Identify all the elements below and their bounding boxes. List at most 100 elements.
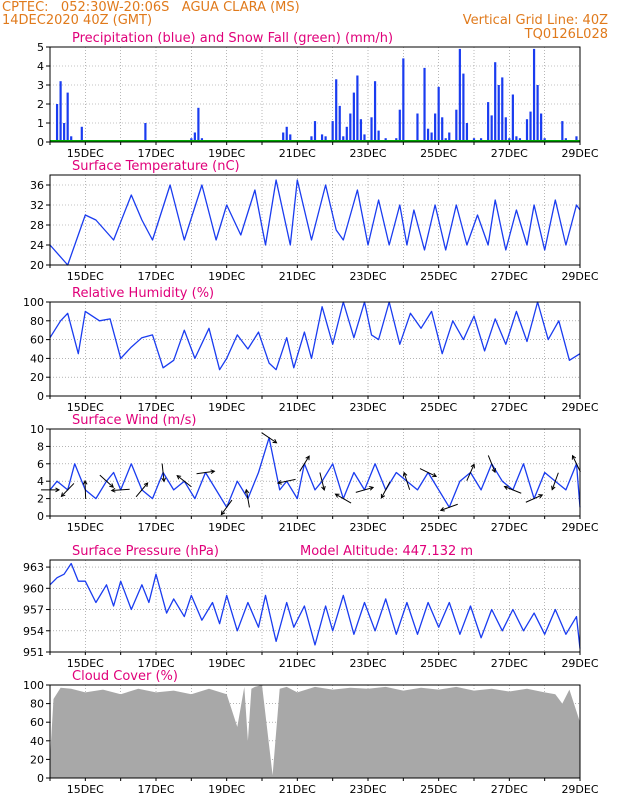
y-tick-label: 32 (30, 199, 44, 212)
precip-bar (282, 132, 285, 142)
x-tick-label: 15DEC (67, 657, 104, 670)
x-tick-label: 29DEC (561, 657, 598, 670)
x-tick-label: 25DEC (420, 401, 457, 414)
y-tick-label: 0 (37, 136, 44, 149)
panel-frame (49, 174, 581, 266)
precip-bar (352, 92, 355, 142)
panel-title: Surface Pressure (hPa) (72, 544, 219, 559)
precip-bar (55, 104, 59, 142)
precip-bar (338, 105, 341, 142)
panel-frame (49, 559, 581, 653)
station-title: CPTEC: 052:30W-20:06S AGUA CLARA (MS) (2, 0, 300, 15)
x-tick-label: 15DEC (67, 521, 104, 534)
x-tick-label: 25DEC (420, 783, 457, 796)
wind-arrow-shaft (277, 478, 296, 484)
y-tick-label: 6 (37, 458, 44, 471)
wind-arrow-icon (210, 469, 216, 475)
y-tick-label: 20 (30, 753, 44, 766)
precip-bar (501, 77, 504, 142)
wind-arrow-shaft (61, 483, 75, 497)
x-tick-label: 19DEC (208, 270, 245, 283)
x-tick-label: 25DEC (420, 270, 457, 283)
y-tick-label: 28 (30, 219, 44, 232)
x-tick-label: 17DEC (137, 401, 174, 414)
x-tick-label: 21DEC (279, 270, 316, 283)
x-tick-label: 23DEC (349, 270, 386, 283)
x-tick-label: 17DEC (137, 147, 174, 160)
precip-bar (561, 121, 564, 142)
wind-arrow-shaft (135, 482, 149, 498)
y-tick-label: 20 (30, 259, 44, 272)
wind-arrow-shaft (196, 470, 215, 475)
precip-bar (494, 62, 497, 143)
y-tick-label: 60 (30, 716, 44, 729)
x-tick-label: 19DEC (208, 783, 245, 796)
x-tick-label: 23DEC (349, 521, 386, 534)
precip-bar (324, 136, 327, 142)
y-tick-label: 20 (30, 371, 44, 384)
x-tick-label: 27DEC (491, 270, 528, 283)
wind-arrow-shaft (335, 493, 352, 504)
precip-bar (540, 113, 543, 142)
rh-series-line (49, 301, 581, 371)
precip-bar (331, 121, 334, 142)
wind-arrow-shaft (504, 486, 522, 494)
temp-series-line (49, 179, 581, 266)
panel-cloud: Cloud Cover (%) 0 20 40 60 80 100 15DEC 17DEC 19D… (23, 669, 599, 796)
precip-bar (511, 94, 514, 142)
precip-bar (465, 123, 469, 142)
y-tick-label: 3 (37, 79, 44, 92)
y-tick-label: 80 (30, 698, 44, 711)
y-tick-label: 36 (30, 179, 44, 192)
header: CPTEC: 052:30W-20:06S AGUA CLARA (MS) 14… (0, 0, 618, 48)
precip-bar (536, 85, 539, 142)
panel-wind: Surface Wind (m/s) 0 2 4 6 8 10 15DEC 17DEC 19DEC… (30, 413, 599, 534)
wind-arrow-icon (369, 486, 375, 491)
x-tick-label: 29DEC (561, 401, 598, 414)
precip-bar (426, 128, 430, 142)
precip-bar (430, 132, 433, 142)
x-tick-label: 27DEC (491, 657, 528, 670)
wind-arrow-shaft (487, 455, 496, 473)
wind-arrow-shaft (319, 472, 325, 491)
x-tick-label: 27DEC (491, 783, 528, 796)
precip-bar (441, 117, 444, 142)
precip-bar (529, 111, 532, 142)
precip-bar (416, 113, 419, 142)
x-tick-label: 27DEC (491, 401, 528, 414)
wind-arrow-shaft (220, 499, 233, 515)
precip-bar (335, 79, 338, 142)
precip-bar (70, 136, 73, 142)
y-tick-label: 40 (30, 735, 44, 748)
precip-bar (458, 48, 461, 142)
precip-bar (437, 86, 440, 142)
precip-bar (423, 67, 426, 142)
x-tick-label: 17DEC (137, 521, 174, 534)
panel-pres: Surface Pressure (hPa) Model Altitude: 44… (23, 544, 599, 670)
precip-bar (63, 123, 66, 142)
x-tick-label: 29DEC (561, 521, 598, 534)
wind-arrow-icon (276, 480, 282, 485)
x-tick-label: 15DEC (67, 147, 104, 160)
y-tick-label: 80 (30, 315, 44, 328)
model-code: TQ0126L028 (524, 27, 608, 42)
model-altitude: Model Altitude: 447.132 m (300, 544, 473, 559)
y-tick-label: 100 (23, 679, 44, 692)
wind-arrow-icon (571, 454, 577, 460)
x-tick-label: 15DEC (67, 401, 104, 414)
wind-arrow-icon (161, 477, 167, 483)
panel-title: Cloud Cover (%) (72, 669, 178, 684)
wind-arrow-shaft (440, 503, 458, 511)
wind-arrow-icon (491, 468, 496, 474)
wind-arrow-icon (470, 463, 475, 469)
precip-bar (455, 109, 458, 142)
x-tick-label: 19DEC (208, 147, 245, 160)
wind-arrow-shaft (525, 494, 543, 503)
wind-arrow-icon (244, 488, 250, 494)
y-tick-label: 957 (23, 604, 44, 617)
wind-arrow-icon (432, 472, 438, 478)
y-tick-label: 0 (37, 772, 44, 785)
wind-arrow-icon (55, 487, 61, 493)
wind-arrow-icon (60, 492, 66, 498)
